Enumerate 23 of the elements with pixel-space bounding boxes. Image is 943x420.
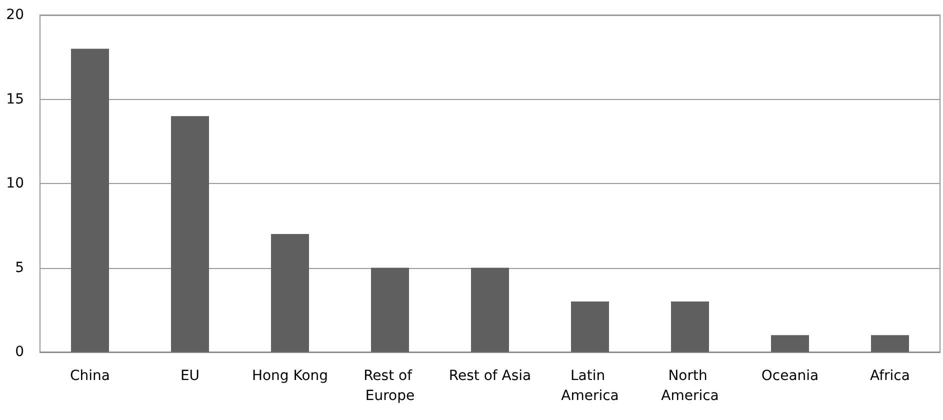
x-tick-label: Hong Kong bbox=[252, 368, 328, 384]
bar bbox=[271, 234, 309, 352]
bar bbox=[371, 268, 409, 352]
bar bbox=[571, 301, 609, 352]
x-tick-label: Oceania bbox=[761, 368, 819, 384]
x-tick-label: Rest of Europe bbox=[364, 368, 416, 404]
bar bbox=[71, 48, 109, 352]
bar bbox=[671, 301, 709, 352]
y-tick-label: 15 bbox=[6, 91, 24, 108]
y-tick-label: 5 bbox=[15, 260, 24, 276]
x-tick-label: Africa bbox=[870, 368, 910, 384]
y-tick-label: 0 bbox=[15, 344, 24, 360]
bar bbox=[771, 335, 809, 352]
x-tick-label: North America bbox=[661, 368, 719, 404]
bar bbox=[171, 116, 209, 352]
x-tick-label: China bbox=[70, 368, 110, 384]
x-tick-label: EU bbox=[180, 368, 200, 384]
bar bbox=[471, 268, 509, 352]
x-tick-label: Rest of Asia bbox=[448, 368, 532, 384]
x-tick-label: Latin America bbox=[561, 368, 619, 404]
bar bbox=[871, 335, 909, 352]
y-tick-label: 10 bbox=[6, 176, 24, 192]
y-tick-label: 20 bbox=[6, 7, 24, 23]
